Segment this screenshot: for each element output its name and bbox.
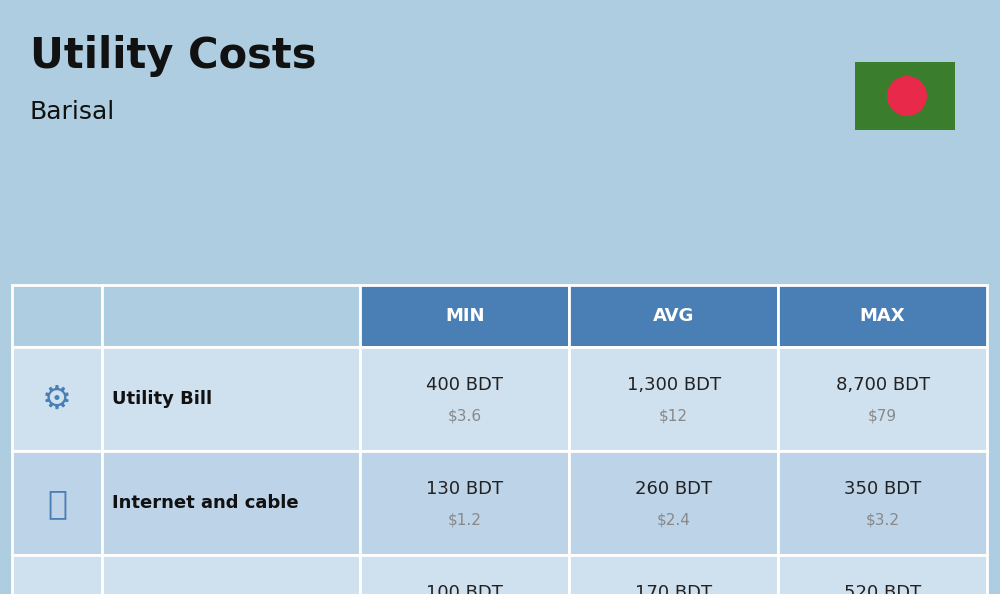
Text: 📱: 📱: [47, 591, 67, 594]
Bar: [778, 555, 987, 594]
Bar: [12, 347, 102, 451]
Bar: [778, 451, 987, 555]
Text: $12: $12: [659, 409, 688, 424]
Text: 1,300 BDT: 1,300 BDT: [627, 376, 721, 394]
Bar: [778, 285, 987, 347]
Bar: [12, 451, 102, 555]
Bar: [569, 451, 778, 555]
Bar: [102, 285, 360, 347]
Bar: [102, 555, 360, 594]
Text: 520 BDT: 520 BDT: [844, 584, 921, 594]
Bar: [12, 285, 102, 347]
Text: MIN: MIN: [445, 307, 485, 326]
Text: MAX: MAX: [860, 307, 905, 326]
Text: 100 BDT: 100 BDT: [426, 584, 503, 594]
Text: $3.6: $3.6: [448, 409, 482, 424]
Bar: [855, 62, 955, 130]
Bar: [569, 285, 778, 347]
Text: ⚙: ⚙: [42, 383, 72, 416]
Text: 260 BDT: 260 BDT: [635, 480, 712, 498]
Text: $1.2: $1.2: [448, 513, 482, 527]
Text: 130 BDT: 130 BDT: [426, 480, 503, 498]
Bar: [569, 347, 778, 451]
Text: Internet and cable: Internet and cable: [112, 494, 298, 513]
Bar: [360, 347, 569, 451]
Text: 350 BDT: 350 BDT: [844, 480, 921, 498]
Text: 400 BDT: 400 BDT: [426, 376, 503, 394]
Bar: [360, 285, 569, 347]
Ellipse shape: [887, 76, 927, 116]
Text: 8,700 BDT: 8,700 BDT: [836, 376, 930, 394]
Bar: [778, 347, 987, 451]
Text: Barisal: Barisal: [30, 100, 115, 124]
Text: 📡: 📡: [47, 487, 67, 520]
Text: $79: $79: [868, 409, 897, 424]
Bar: [12, 555, 102, 594]
Text: 170 BDT: 170 BDT: [635, 584, 712, 594]
Bar: [102, 451, 360, 555]
Bar: [102, 347, 360, 451]
Text: Utility Costs: Utility Costs: [30, 35, 316, 77]
Text: $3.2: $3.2: [866, 513, 900, 527]
Bar: [360, 451, 569, 555]
Text: $2.4: $2.4: [657, 513, 691, 527]
Bar: [360, 555, 569, 594]
Bar: [569, 555, 778, 594]
Text: AVG: AVG: [653, 307, 694, 326]
Text: Utility Bill: Utility Bill: [112, 390, 212, 409]
